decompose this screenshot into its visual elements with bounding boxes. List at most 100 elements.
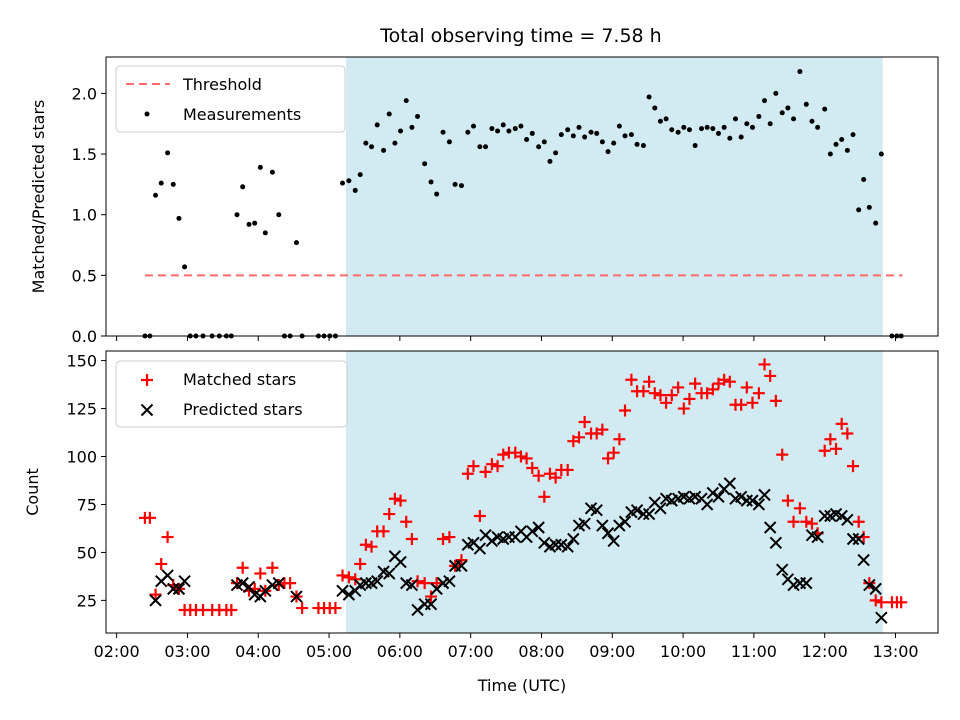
measurement-point bbox=[616, 123, 622, 129]
measurement-point bbox=[518, 123, 524, 129]
measurement-point bbox=[403, 98, 409, 104]
matched-star-point bbox=[863, 577, 876, 590]
predicted-star-point bbox=[846, 532, 860, 546]
y-tick-label: 0.0 bbox=[72, 327, 97, 346]
predicted-star-point bbox=[578, 517, 591, 530]
measurement-point bbox=[732, 116, 738, 122]
predicted-star-point bbox=[172, 582, 186, 596]
predicted-legend-label: Predicted stars bbox=[183, 400, 303, 419]
top-panel: 0.00.51.01.52.0 Matched/Predicted stars … bbox=[29, 56, 939, 346]
measurement-point bbox=[827, 151, 833, 157]
y-tick-label: 25 bbox=[77, 591, 97, 610]
measurement-point bbox=[570, 133, 576, 139]
measurement-point bbox=[257, 164, 263, 170]
measurement-point bbox=[293, 240, 299, 246]
matched-star-point bbox=[532, 469, 545, 482]
matched-star-point bbox=[800, 515, 813, 528]
y-tick-label: 100 bbox=[66, 448, 97, 467]
predicted-star-point bbox=[875, 611, 888, 624]
predicted-star-point bbox=[700, 498, 714, 511]
bottom-shaded-region bbox=[346, 351, 883, 633]
x-tick-label: 05:00 bbox=[306, 642, 352, 661]
measurement-point bbox=[541, 139, 547, 145]
measurement-point bbox=[470, 123, 476, 129]
x-tick-label: 02:00 bbox=[94, 642, 140, 661]
predicted-star-point bbox=[601, 527, 615, 540]
matched-star-point bbox=[296, 602, 309, 615]
matched-star-point bbox=[155, 557, 168, 570]
matched-star-point bbox=[648, 387, 661, 400]
measurement-point bbox=[797, 69, 803, 75]
measurement-point bbox=[692, 143, 698, 149]
measurement-point bbox=[744, 121, 750, 127]
predicted-star-point bbox=[712, 490, 725, 504]
predicted-star-point bbox=[758, 488, 771, 502]
matched-star-point bbox=[354, 557, 367, 570]
measurement-point bbox=[357, 172, 363, 178]
predicted-star-point bbox=[800, 576, 813, 590]
measurement-point bbox=[822, 106, 828, 112]
measurement-point bbox=[646, 94, 652, 100]
matched-star-point bbox=[818, 444, 831, 457]
measurement-point bbox=[477, 144, 483, 150]
predicted-star-point bbox=[242, 580, 256, 594]
predicted-star-point bbox=[654, 502, 667, 515]
predicted-star-point bbox=[642, 507, 656, 521]
matched-star-point bbox=[526, 462, 539, 475]
measurement-point bbox=[489, 126, 495, 132]
matched-star-point bbox=[538, 490, 551, 503]
measurement-point bbox=[536, 144, 542, 150]
measurement-point bbox=[465, 129, 471, 135]
predicted-star-point bbox=[424, 598, 438, 611]
measurement-point bbox=[165, 150, 171, 156]
measurement-point bbox=[500, 122, 506, 128]
matched-star-point bbox=[430, 577, 443, 590]
matched-star-point bbox=[869, 594, 882, 607]
measurement-point bbox=[276, 212, 282, 218]
measurement-point bbox=[576, 124, 582, 130]
matched-star-point bbox=[485, 458, 498, 471]
measurement-point bbox=[176, 215, 182, 221]
measurement-point bbox=[791, 116, 797, 122]
measurement-point bbox=[588, 129, 594, 135]
matched-star-point bbox=[405, 533, 418, 545]
measurement-point bbox=[422, 161, 428, 167]
top-y-ticks: 0.0 0.5 1.0 1.5 2.0 bbox=[72, 84, 106, 346]
top-plot-frame bbox=[105, 56, 939, 337]
measurement-points bbox=[142, 69, 904, 339]
y-tick-label: 0.5 bbox=[72, 266, 97, 285]
top-legend: Threshold Measurements bbox=[115, 65, 346, 133]
predicted-star-point bbox=[740, 494, 754, 507]
measurement-point bbox=[599, 139, 605, 145]
predicted-star-point bbox=[383, 567, 396, 580]
threshold-legend-label: Threshold bbox=[182, 75, 262, 94]
bottom-x-ticks: 02:00 03:00 04:00 05:00 06:00 07:00 08:00 09:00… bbox=[94, 633, 919, 661]
matched-star-point bbox=[740, 381, 753, 394]
matched-star-point bbox=[443, 531, 456, 544]
predicted-star-point bbox=[607, 534, 620, 548]
matched-star-point bbox=[467, 460, 480, 473]
x-tick-label: 12:00 bbox=[802, 642, 848, 661]
measurement-point bbox=[446, 139, 452, 145]
measurement-point bbox=[715, 130, 721, 136]
predicted-star-point bbox=[485, 534, 499, 548]
predicted-star-point bbox=[567, 532, 580, 546]
measurement-point bbox=[663, 116, 669, 122]
predicted-star-point bbox=[161, 569, 174, 582]
y-tick-label: 2.0 bbox=[72, 84, 97, 103]
matched-star-point bbox=[272, 579, 285, 592]
measurement-point bbox=[785, 105, 791, 111]
measurement-point bbox=[605, 149, 611, 155]
matched-star-point bbox=[875, 596, 888, 609]
matched-star-point bbox=[143, 511, 156, 524]
measurement-point bbox=[594, 130, 600, 136]
measurement-point bbox=[452, 181, 458, 187]
x-tick-label: 08:00 bbox=[518, 642, 564, 661]
predicted-legend-swatch bbox=[140, 403, 154, 417]
measurement-point bbox=[398, 128, 404, 134]
matched-star-point bbox=[149, 588, 162, 601]
top-y-axis-label: Matched/Predicted stars bbox=[29, 100, 48, 294]
measurement-point bbox=[681, 124, 687, 130]
predicted-star-point bbox=[723, 477, 737, 490]
